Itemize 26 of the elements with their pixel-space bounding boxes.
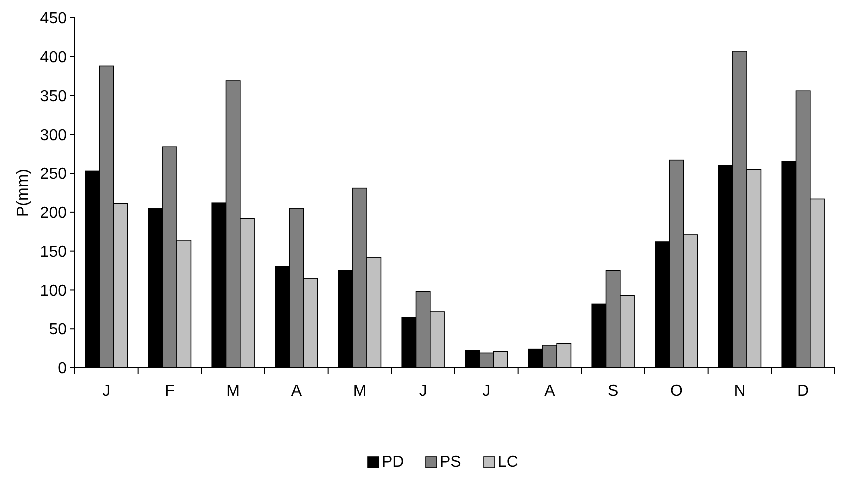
legend-label: LC	[498, 454, 518, 471]
x-tick-label: D	[798, 383, 810, 400]
x-tick-label: N	[734, 383, 746, 400]
x-tick-label: A	[291, 383, 302, 400]
y-tick-label: 0	[58, 360, 68, 378]
legend-label: PD	[382, 454, 404, 471]
x-tick-label: A	[544, 383, 556, 400]
x-tick-label: S	[608, 383, 619, 400]
y-tick-label: 350	[40, 88, 68, 106]
y-tick-label: 100	[40, 282, 68, 300]
x-tick-label: J	[482, 383, 491, 400]
y-tick-label: 450	[40, 10, 68, 28]
x-tick-label: J	[419, 383, 428, 400]
y-tick-label: 150	[40, 244, 68, 261]
y-tick-label: 50	[49, 322, 68, 339]
legend-label: PS	[440, 454, 462, 471]
y-axis-title: P(mm)	[15, 169, 32, 217]
y-tick-label: 250	[40, 166, 68, 184]
y-tick-label: 300	[40, 127, 68, 144]
x-tick-label: F	[165, 383, 176, 400]
x-tick-label: O	[670, 383, 683, 400]
x-tick-label: J	[102, 383, 111, 400]
x-tick-label: M	[226, 383, 240, 400]
y-tick-label: 200	[40, 205, 68, 222]
y-tick-label: 400	[40, 49, 68, 66]
x-tick-label: M	[353, 383, 367, 400]
